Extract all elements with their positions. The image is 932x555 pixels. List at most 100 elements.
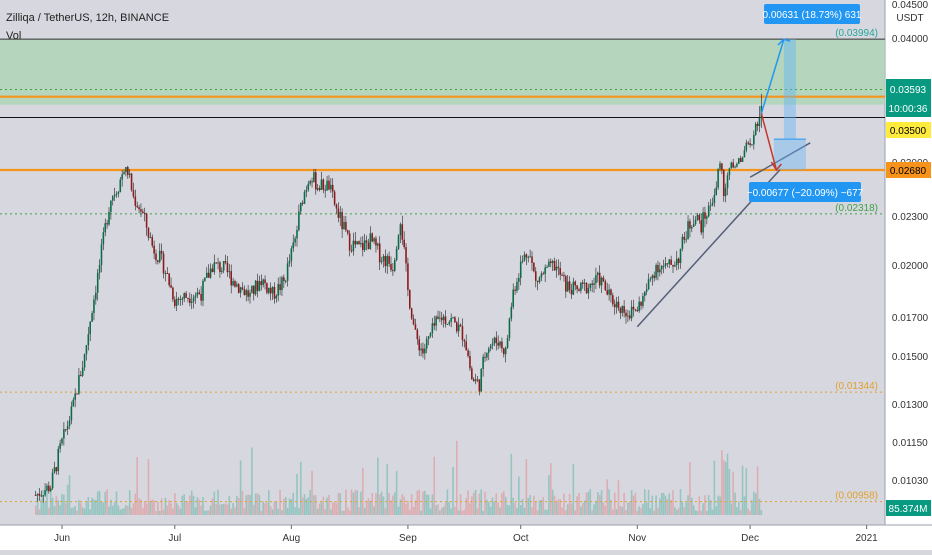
volume-bar [425, 494, 428, 515]
candle-body [728, 168, 731, 176]
candle-body [713, 195, 716, 204]
candle-body [412, 318, 415, 325]
candle-body [497, 342, 499, 346]
volume-bar [493, 501, 496, 515]
volume-bar [672, 490, 674, 515]
volume-badge [886, 500, 931, 516]
x-tick-label: Jun [54, 533, 70, 544]
volume-bar [429, 508, 432, 515]
volume-bar [572, 463, 575, 515]
candle-body [410, 308, 413, 319]
volume-bar [281, 510, 283, 515]
volume-bar [81, 507, 84, 515]
volume-bar [356, 490, 358, 515]
candle-body [696, 214, 699, 220]
volume-bar [365, 500, 368, 515]
candle-body [660, 266, 663, 270]
candle-body [153, 245, 155, 254]
volume-bar [724, 461, 727, 515]
volume-bar [593, 504, 595, 515]
volume-bar [64, 503, 67, 515]
volume-bar [689, 462, 691, 515]
volume-bar [350, 489, 353, 515]
candle-body [600, 277, 603, 286]
volume-bar [459, 494, 462, 515]
candle-body [580, 282, 582, 291]
volume-bar [427, 494, 430, 515]
candle-body [753, 134, 755, 145]
candle-body [574, 281, 577, 286]
candle-body [166, 272, 169, 274]
candle-body [230, 271, 232, 286]
candle-body [59, 443, 61, 449]
candle-body [174, 299, 176, 306]
candle-body [561, 274, 563, 276]
horizontal-levels: (0.03994) (0.02318) (0.01344) (0.00958) [0, 28, 885, 503]
volume-bar [395, 470, 398, 515]
candle-body [158, 250, 161, 262]
candle-body [256, 280, 259, 291]
candle-body [610, 289, 612, 296]
volume-bar [373, 506, 375, 515]
candle-body [563, 275, 565, 277]
candle-body [292, 242, 295, 249]
candle-body [187, 297, 189, 299]
candle-body [313, 172, 315, 182]
candle-body [655, 265, 657, 278]
candle-body [213, 262, 216, 273]
candle-body [360, 242, 362, 245]
candle-body [245, 290, 248, 296]
candle-body [172, 287, 174, 300]
current-price-text: 0.03593 [890, 85, 927, 96]
candle-body [365, 240, 368, 243]
candle-body [632, 306, 635, 310]
volume-bar [98, 490, 101, 515]
volume-bar [501, 493, 503, 515]
candle-body [258, 281, 261, 291]
candle-body [683, 236, 686, 240]
candle-body [136, 205, 138, 208]
volume-bar [440, 508, 443, 515]
candle-body [461, 326, 464, 341]
volume-bar [583, 500, 586, 515]
candle-body [181, 298, 184, 300]
volume-bar [147, 458, 150, 515]
measure-down-arrowhead [770, 161, 782, 172]
volume-bar [546, 509, 548, 515]
candle-body [277, 284, 279, 296]
volume-bar [452, 466, 454, 515]
volume-bar [587, 491, 590, 515]
candle-body [550, 261, 552, 263]
volume-bar [166, 505, 169, 515]
y-tick-label: 0.01030 [892, 476, 929, 487]
candle-body [591, 283, 593, 286]
volume-bar [273, 501, 276, 515]
volume-bar [508, 505, 511, 515]
y-tick-label: 0.01500 [892, 352, 929, 363]
candle-body [68, 420, 71, 426]
volume-indicator-label[interactable]: Vol [6, 30, 22, 42]
candle-body [638, 301, 640, 311]
candle-body [666, 263, 669, 265]
volume-bar [301, 497, 304, 515]
volume-bar [36, 498, 39, 515]
candle-body [345, 221, 347, 231]
volume-bar [158, 510, 161, 515]
candle-body [702, 212, 704, 233]
candle-body [81, 367, 84, 376]
candle-body [642, 296, 644, 306]
candle-body [704, 212, 706, 219]
volume-bar [266, 502, 268, 515]
candle-body [386, 256, 389, 267]
candle-body [343, 221, 345, 230]
volume-bar [380, 491, 383, 515]
candle-body [341, 212, 343, 230]
volume-bar [675, 509, 678, 515]
candle-body [670, 259, 672, 265]
volume-bar [305, 499, 308, 515]
volume-bar [205, 510, 208, 515]
candle-body [140, 209, 142, 212]
volume-bar [237, 498, 240, 515]
volume-bar [709, 500, 712, 515]
